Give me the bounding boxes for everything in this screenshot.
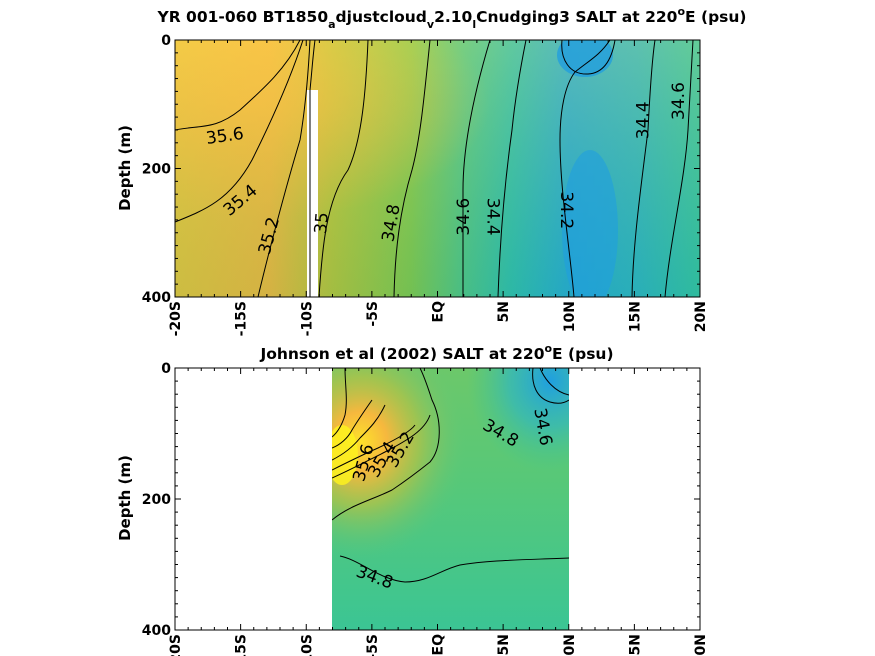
top-y-tick-label: 200 (142, 162, 171, 178)
top-contour-label: 34.2 (556, 191, 576, 229)
bottom-x-tick-label: 20N (693, 634, 709, 656)
top-contour-label: 35 (311, 211, 333, 234)
top-x-tick-label: 15N (627, 301, 643, 332)
top-contour-label: 34.6 (669, 82, 689, 120)
top-y-tick-label: 400 (142, 290, 171, 306)
bottom-chart-title: Johnson et al (2002) SALT at 220oE (psu) (259, 342, 613, 363)
top-y-axis-label: Depth (m) (116, 125, 134, 211)
bottom-panel: Johnson et al (2002) SALT at 220oE (psu)… (116, 342, 709, 656)
bottom-ticks: -20S -15S -10S -5S EQ 5N 10N 15N 20N 0 200 400 (142, 361, 709, 656)
top-missing-data-gap (307, 90, 318, 297)
top-contour-label: 34.6 (454, 198, 474, 236)
top-x-tick-label: -10S (299, 301, 315, 336)
top-x-tick-label: EQ (431, 301, 447, 323)
bottom-y-tick-label: 0 (161, 361, 171, 377)
top-x-tick-label: 10N (562, 301, 578, 332)
top-chart-title: YR 001-060 BT1850adjustcloudv2.10lCnudgi… (156, 5, 746, 31)
bottom-x-tick-label: -20S (168, 634, 184, 656)
top-x-tick-label: -15S (234, 301, 250, 336)
bottom-x-tick-label: -15S (234, 634, 250, 656)
top-contours (175, 40, 694, 297)
bottom-x-tick-label: 15N (627, 634, 643, 656)
top-x-tick-label: -20S (168, 301, 184, 336)
top-x-tick-label: 5N (496, 301, 512, 322)
top-panel: YR 001-060 BT1850adjustcloudv2.10lCnudgi… (116, 5, 747, 336)
bottom-x-tick-label: -10S (299, 634, 315, 656)
bottom-contours (332, 368, 569, 583)
top-x-tick-label: -5S (365, 301, 381, 327)
top-colorfield (175, 40, 700, 297)
bottom-y-tick-label: 200 (142, 492, 171, 508)
bottom-y-tick-label: 400 (142, 623, 171, 639)
bottom-colorfield (332, 368, 569, 630)
bottom-x-tick-label: 5N (496, 634, 512, 655)
top-contour-label: 34.4 (483, 198, 503, 236)
bottom-x-tick-label: 10N (562, 634, 578, 656)
top-contour-label: 34.4 (634, 101, 654, 139)
bottom-x-tick-label: EQ (431, 634, 447, 656)
top-ticks: -20S -15S -10S -5S EQ 5N 10N 15N 20N 0 200 400 (142, 33, 709, 336)
top-y-tick-label: 0 (161, 33, 171, 49)
bottom-x-tick-label: -5S (365, 634, 381, 656)
bottom-y-axis-label: Depth (m) (116, 455, 134, 541)
top-x-tick-label: 20N (693, 301, 709, 332)
